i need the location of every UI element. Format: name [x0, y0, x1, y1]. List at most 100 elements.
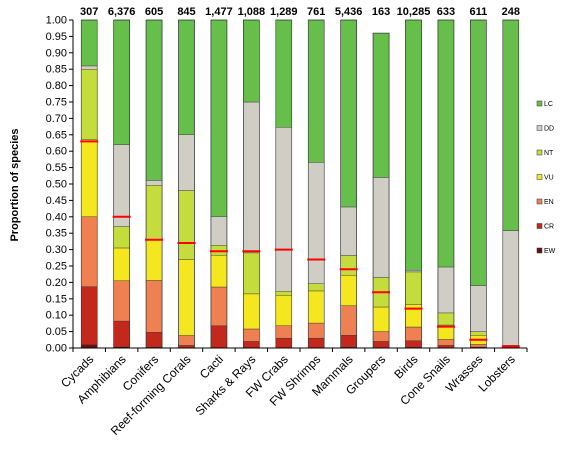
species-count-label: 1,477 [205, 6, 233, 18]
species-count-label: 611 [469, 6, 487, 18]
bar-segment-nt [308, 283, 325, 292]
bar-segment-en [243, 328, 260, 342]
bar-segment-dd [145, 180, 163, 186]
bar-segment-vu [178, 259, 195, 336]
bar-segment-lc [145, 19, 163, 181]
bar-segment-cr [81, 286, 98, 345]
bar-segment-vu [243, 293, 260, 330]
y-tick-label: 0.35 [46, 228, 67, 240]
y-tick-label: 0.55 [46, 162, 67, 174]
bar-segment-lc [81, 19, 98, 67]
bar-segment-vu [275, 294, 292, 326]
bar-segment-en [145, 280, 163, 333]
bar-segment-cr [113, 320, 130, 348]
bar-segment-lc [243, 19, 260, 103]
bar-segment-lc [275, 19, 292, 128]
y-tick-label: 0.70 [46, 113, 67, 125]
bar-segment-cr [210, 325, 228, 349]
legend-label-lc: LC [544, 101, 553, 108]
bar-segment-lc [470, 19, 487, 286]
bar-segment-dd [243, 101, 260, 254]
y-tick-label: 0.90 [46, 47, 67, 59]
legend-swatch-nt [536, 149, 543, 156]
y-tick-label: 0.80 [46, 80, 67, 92]
y-tick-label: 0.85 [46, 64, 67, 76]
y-tick-label: 0.40 [46, 211, 67, 223]
bar-segment-cr [275, 337, 292, 349]
bar-segment-en [275, 325, 292, 339]
species-count-label: 845 [177, 6, 195, 18]
bar-segment-dd [437, 266, 455, 314]
bar-segment-vu [145, 239, 163, 281]
y-tick-label: 0.00 [46, 343, 67, 355]
bar-segment-cr [145, 332, 163, 348]
axes [72, 20, 528, 352]
legend-label-cr: CR [544, 224, 554, 231]
species-count-label: 761 [307, 6, 325, 18]
bar-segment-nt [145, 185, 163, 240]
legend-swatch-vu [536, 174, 543, 180]
bar-segment-dd [275, 127, 292, 292]
bar-segment-dd [372, 177, 390, 278]
bar-segment-en [470, 344, 487, 348]
bar-segment-nt [178, 190, 195, 260]
legend-label-ew: EW [544, 248, 556, 255]
bar-segment-dd [340, 206, 357, 256]
bar-segment-dd [405, 270, 422, 273]
y-axis-title: Proportion of species [9, 128, 21, 241]
bar-segment-lc [372, 32, 390, 178]
legend-label-dd: DD [544, 126, 554, 133]
species-count-label: 605 [145, 6, 163, 18]
y-tick-label: 0.05 [46, 326, 67, 338]
y-tick-label: 0.65 [46, 129, 67, 141]
y-tick-label: 0.25 [46, 261, 67, 273]
bar-segment-nt [405, 271, 422, 305]
bar-segment-lc [340, 19, 357, 208]
legend-swatch-cr [536, 223, 543, 229]
bar-segment-en [210, 286, 228, 326]
y-tick-label: 0.15 [46, 293, 67, 305]
species-count-label: 633 [437, 6, 455, 18]
bar-segment-nt [243, 252, 260, 295]
legend-label-en: EN [544, 199, 554, 206]
y-tick-label: 1.00 [46, 15, 67, 27]
bar-segment-cr [308, 337, 325, 349]
bar-segment-en [405, 326, 422, 341]
species-count-label: 248 [502, 6, 520, 18]
species-count-label: 1,088 [238, 6, 266, 18]
bar-segment-nt [81, 68, 98, 140]
species-count-label: 1,289 [270, 6, 298, 18]
bar-segment-dd [502, 230, 519, 346]
legend-swatch-dd [536, 125, 543, 131]
bar-segment-lc [210, 19, 228, 218]
bar-segment-dd [178, 134, 195, 191]
bar-segment-en [437, 339, 455, 346]
bar-segment-vu [372, 306, 390, 332]
bar-segment-lc [113, 19, 130, 145]
bar-segment-vu [340, 274, 357, 306]
y-tick-label: 0.50 [46, 179, 67, 191]
bar-segment-dd [210, 216, 228, 246]
bar-segment-nt [340, 255, 357, 276]
species-count-labels: 307 6,376 605 845 1,477 1,088 1,289 761 5,436 163… [80, 6, 520, 18]
bar-segment-nt [470, 331, 487, 336]
species-count-label: 10,285 [397, 6, 431, 18]
legend: LC DD NT VU EN CR EW [536, 100, 556, 255]
bar-segment-cr [372, 341, 390, 349]
legend-label-nt: NT [544, 150, 554, 157]
bar-segment-lc [178, 19, 195, 136]
bar-segment-en [178, 335, 195, 346]
species-count-label: 163 [372, 6, 390, 18]
bar-segment-lc [502, 19, 519, 231]
bar-segment-en [113, 280, 130, 322]
species-count-label: 6,376 [108, 6, 136, 18]
y-tick-label: 0.60 [46, 146, 67, 158]
bar-segment-en [308, 322, 325, 339]
y-tick-label: 0.95 [46, 31, 67, 43]
bar-segment-nt [113, 226, 130, 249]
y-tick-label: 0.75 [46, 97, 67, 109]
bar-segment-cr [405, 340, 422, 348]
species-count-label: 5,436 [335, 6, 363, 18]
bar-segment-vu [81, 139, 98, 218]
